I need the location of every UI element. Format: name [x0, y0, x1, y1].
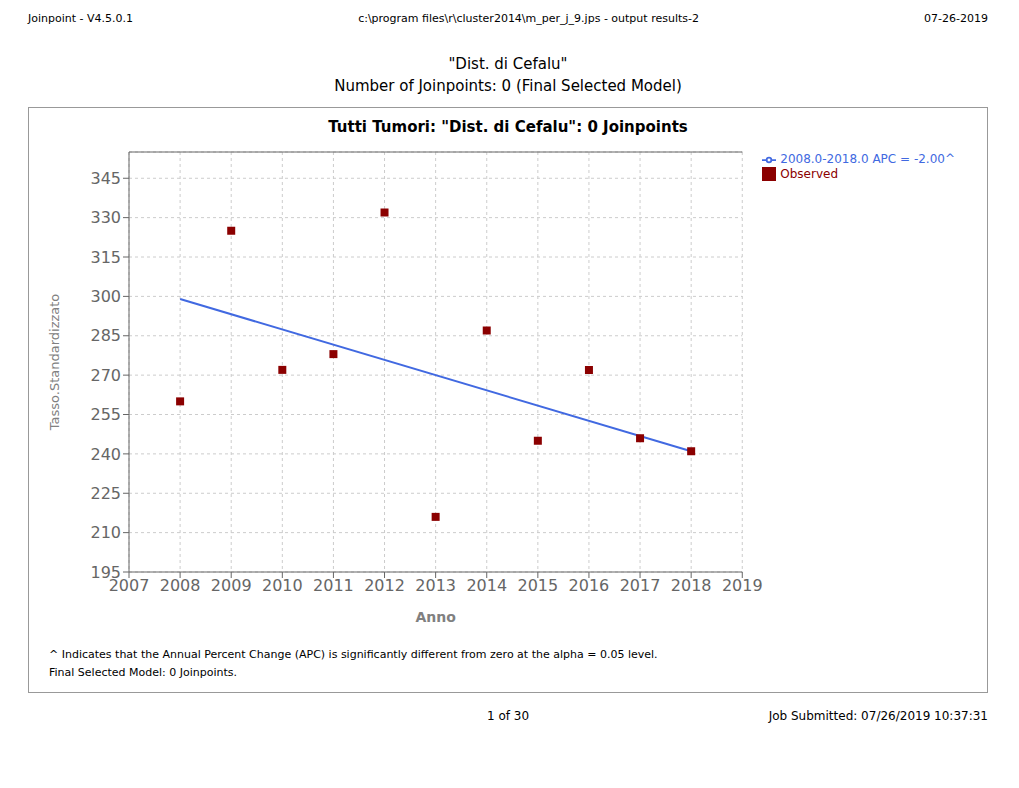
html-text:2008.0-2018.0 APC = -2.00^: 2008.0-2018.0 APC = -2.00^: [780, 152, 955, 166]
svg-text:2008: 2008: [160, 576, 201, 595]
html-text:c:\program files\r\cluster2014: c:\program files\r\cluster2014\m_per_j_9…: [358, 12, 699, 25]
svg-text:2017: 2017: [620, 576, 661, 595]
html-text:Tutti Tumori: "Dist. di Cefalu: Tutti Tumori: "Dist. di Cefalu": 0 Joinp…: [328, 118, 688, 136]
svg-text:2018: 2018: [671, 576, 712, 595]
html-text:Number of Joinpoints: 0 (Final: Number of Joinpoints: 0 (Final Selected …: [334, 77, 682, 95]
html-text:07-26-2019: 07-26-2019: [924, 12, 988, 25]
svg-text:2010: 2010: [262, 576, 303, 595]
svg-text:240: 240: [90, 445, 121, 464]
svg-text:2016: 2016: [569, 576, 610, 595]
svg-text:2012: 2012: [364, 576, 405, 595]
svg-text:345: 345: [90, 169, 121, 188]
svg-text:2007: 2007: [108, 576, 150, 596]
svg-text:2019: 2019: [722, 576, 763, 595]
svg-text:210: 210: [90, 523, 121, 542]
svg-text:300: 300: [90, 287, 121, 306]
html-text:"Dist. di Cefalu": "Dist. di Cefalu": [448, 55, 568, 73]
svg-text:2014: 2014: [466, 576, 507, 595]
svg-text:315: 315: [90, 248, 121, 267]
svg-text:2013: 2013: [415, 576, 456, 595]
svg-text:2009: 2009: [211, 576, 252, 595]
svg-text:Anno: Anno: [415, 609, 456, 625]
svg-text:Tasso.Standardizzato: Tasso.Standardizzato: [47, 294, 62, 432]
svg-text:270: 270: [90, 366, 121, 385]
html-text:Final Selected Model: 0 Joinpo: Final Selected Model: 0 Joinpoints.: [49, 666, 237, 679]
html-text:Observed: Observed: [780, 166, 838, 181]
svg-text:330: 330: [90, 208, 121, 227]
svg-text:195: 195: [90, 563, 121, 582]
svg-text:255: 255: [90, 405, 121, 424]
html-text:Job Submitted: 07/26/2019 10:3: Job Submitted: 07/26/2019 10:37:31: [768, 709, 988, 723]
svg-text:285: 285: [90, 326, 121, 345]
svg-text:225: 225: [90, 484, 121, 503]
svg-text:2015: 2015: [517, 576, 558, 595]
html-text:1 of 30: 1 of 30: [486, 709, 529, 723]
html-text:Joinpoint - V4.5.0.1: Joinpoint - V4.5.0.1: [28, 12, 133, 25]
html-text:^ Indicates that the Annual Pe: ^ Indicates that the Annual Percent Chan…: [49, 648, 658, 661]
svg-text:2011: 2011: [313, 576, 354, 595]
